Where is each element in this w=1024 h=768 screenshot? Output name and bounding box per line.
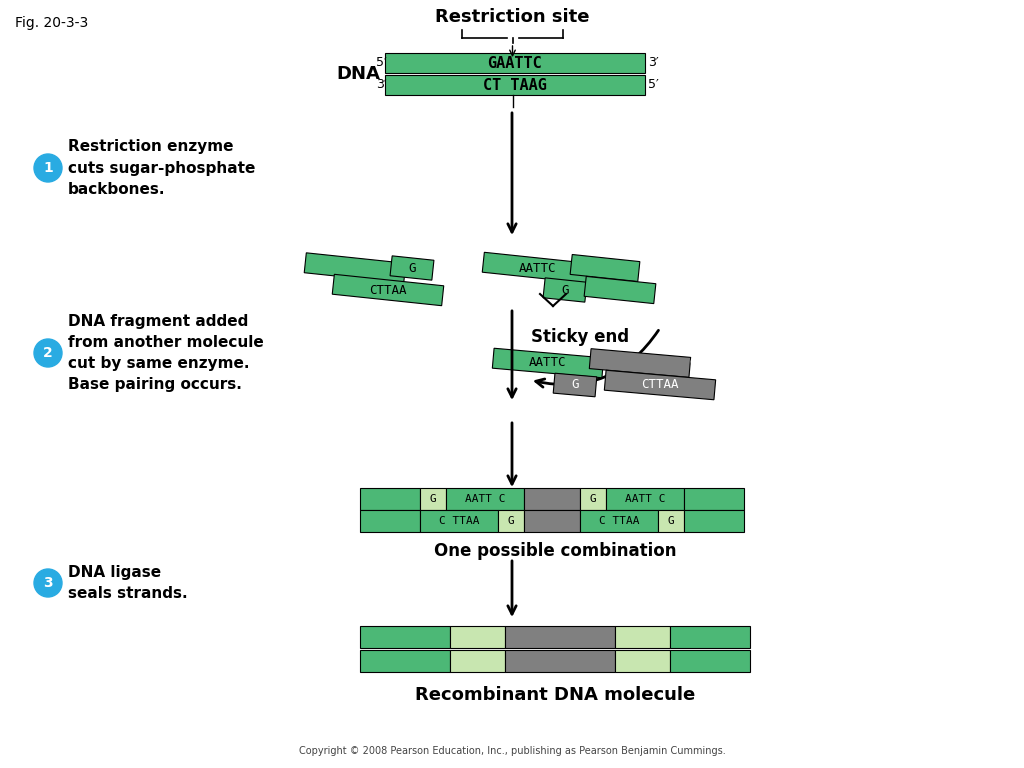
Bar	[580, 488, 606, 510]
Bar	[615, 650, 670, 672]
Text: AATTC: AATTC	[529, 356, 566, 369]
FancyArrowPatch shape	[536, 330, 658, 387]
Text: AATT C: AATT C	[625, 494, 666, 504]
Bar	[332, 274, 443, 306]
Text: 3: 3	[43, 576, 53, 590]
Bar	[420, 488, 446, 510]
Text: 1: 1	[43, 161, 53, 175]
Text: Restriction site: Restriction site	[435, 8, 589, 26]
Bar	[590, 349, 690, 377]
Bar	[385, 53, 645, 73]
Bar	[670, 650, 750, 672]
Bar	[493, 348, 604, 378]
Circle shape	[34, 154, 62, 182]
Bar	[615, 626, 670, 648]
Text: 5′: 5′	[648, 78, 658, 91]
Circle shape	[34, 569, 62, 597]
Bar	[385, 75, 645, 95]
Text: 5′: 5′	[376, 57, 387, 69]
Bar	[482, 253, 594, 283]
Text: CTTAA: CTTAA	[641, 379, 679, 392]
Text: G: G	[689, 356, 696, 369]
Bar	[498, 510, 524, 532]
Text: Restriction enzyme
cuts sugar-phosphate
backbones.: Restriction enzyme cuts sugar-phosphate …	[68, 140, 255, 197]
Text: Copyright © 2008 Pearson Education, Inc., publishing as Pearson Benjamin Cumming: Copyright © 2008 Pearson Education, Inc.…	[299, 746, 725, 756]
Bar	[360, 488, 420, 510]
Bar	[450, 626, 505, 648]
Bar	[524, 510, 580, 532]
Text: One possible combination: One possible combination	[434, 542, 676, 560]
Bar	[584, 276, 655, 303]
Text: G: G	[409, 261, 416, 274]
Text: DNA ligase
seals strands.: DNA ligase seals strands.	[68, 565, 187, 601]
Text: DNA: DNA	[336, 65, 380, 83]
Bar	[450, 650, 505, 672]
Bar	[360, 650, 450, 672]
Text: G: G	[590, 494, 596, 504]
Bar	[505, 626, 615, 648]
Text: Fig. 20-3-3: Fig. 20-3-3	[15, 16, 88, 30]
Bar	[360, 510, 420, 532]
Text: G: G	[508, 516, 514, 526]
Bar	[684, 488, 744, 510]
Text: CTTAA: CTTAA	[370, 283, 407, 296]
Text: G: G	[668, 516, 675, 526]
Bar	[570, 254, 640, 282]
Bar	[304, 253, 406, 283]
Text: 3′: 3′	[648, 57, 658, 69]
Text: Recombinant DNA molecule: Recombinant DNA molecule	[415, 686, 695, 704]
Text: G: G	[430, 494, 436, 504]
Bar	[658, 510, 684, 532]
Text: GAATTC: GAATTC	[487, 55, 543, 71]
Text: 2: 2	[43, 346, 53, 360]
Text: CT TAAG: CT TAAG	[483, 78, 547, 92]
Bar	[553, 373, 597, 397]
Text: C TTAA: C TTAA	[438, 516, 479, 526]
Bar	[606, 488, 684, 510]
Bar	[524, 488, 580, 510]
Text: Sticky end: Sticky end	[530, 328, 629, 346]
Bar	[543, 278, 587, 302]
Bar	[420, 510, 498, 532]
Text: 3′: 3′	[376, 78, 387, 91]
Text: C TTAA: C TTAA	[599, 516, 639, 526]
Bar	[580, 510, 658, 532]
Bar	[505, 650, 615, 672]
Text: AATT C: AATT C	[465, 494, 505, 504]
Bar	[390, 256, 434, 280]
Bar	[670, 626, 750, 648]
Text: AATTC: AATTC	[519, 261, 557, 274]
Bar	[684, 510, 744, 532]
Text: DNA fragment added
from another molecule
cut by same enzyme.
Base pairing occurs: DNA fragment added from another molecule…	[68, 314, 264, 392]
Bar	[360, 626, 450, 648]
Circle shape	[34, 339, 62, 367]
Text: G: G	[571, 379, 579, 392]
Text: G: G	[561, 283, 568, 296]
Bar	[446, 488, 524, 510]
Bar	[604, 370, 716, 400]
